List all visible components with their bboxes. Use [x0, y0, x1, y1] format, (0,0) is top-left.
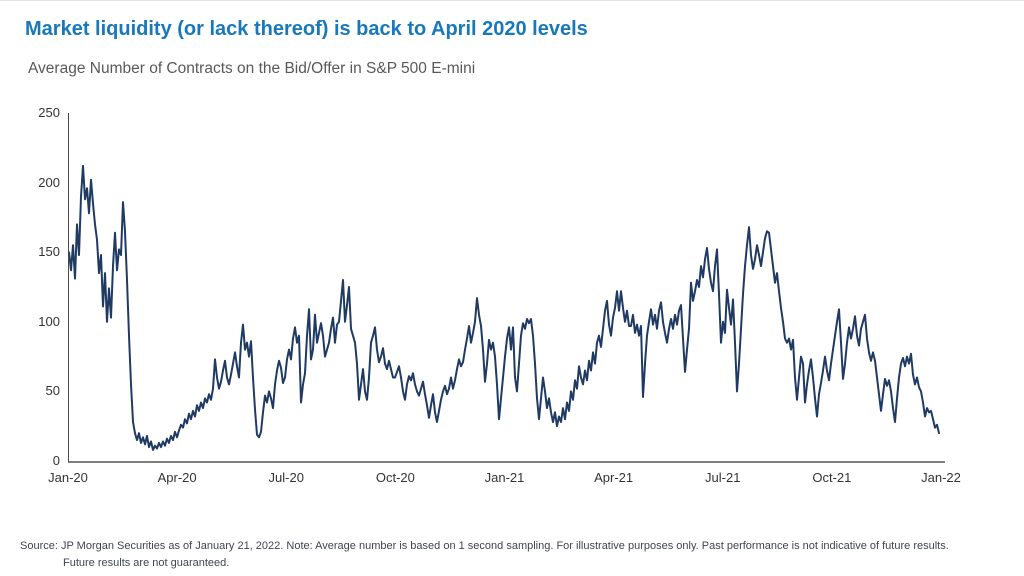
x-axis: Jan-20 Apr-20 Jul-20 Oct-20 Jan-21 Apr-21 Jul-… [48, 470, 961, 490]
y-tick-label: 200 [38, 174, 60, 190]
x-tick-label: Jan-21 [484, 470, 525, 485]
x-tick-label: Jul-21 [705, 470, 741, 485]
x-tick-label: Oct-20 [375, 470, 415, 485]
x-tick-label: Jan-20 [48, 470, 88, 485]
source-note: Source: JP Morgan Securities as of Janua… [20, 538, 1020, 572]
liquidity-line-series [69, 164, 940, 451]
x-tick-label: Oct-21 [812, 470, 852, 485]
y-tick-label: 150 [38, 244, 60, 260]
top-divider [0, 0, 1024, 1]
source-note-line-2: Future results are not guaranteed. [63, 557, 230, 570]
x-tick-label: Apr-21 [594, 470, 634, 485]
y-tick-label: 0 [52, 453, 60, 468]
x-tick-label: Apr-20 [157, 470, 197, 485]
y-tick-label: 250 [38, 105, 60, 120]
y-tick-label: 50 [45, 383, 60, 399]
source-note-line-1: Source: JP Morgan Securities as of Janua… [20, 540, 949, 552]
plot-area [68, 113, 945, 463]
page-title: Market liquidity (or lack thereof) is ba… [25, 18, 588, 40]
y-tick-label: 100 [38, 313, 60, 329]
x-tick-label: Jul-20 [268, 470, 304, 485]
y-axis: 0 50 100 150 200 250 [0, 105, 60, 468]
chart-subtitle: Average Number of Contracts on the Bid/O… [28, 60, 476, 77]
x-tick-label: Jan-22 [921, 470, 961, 485]
